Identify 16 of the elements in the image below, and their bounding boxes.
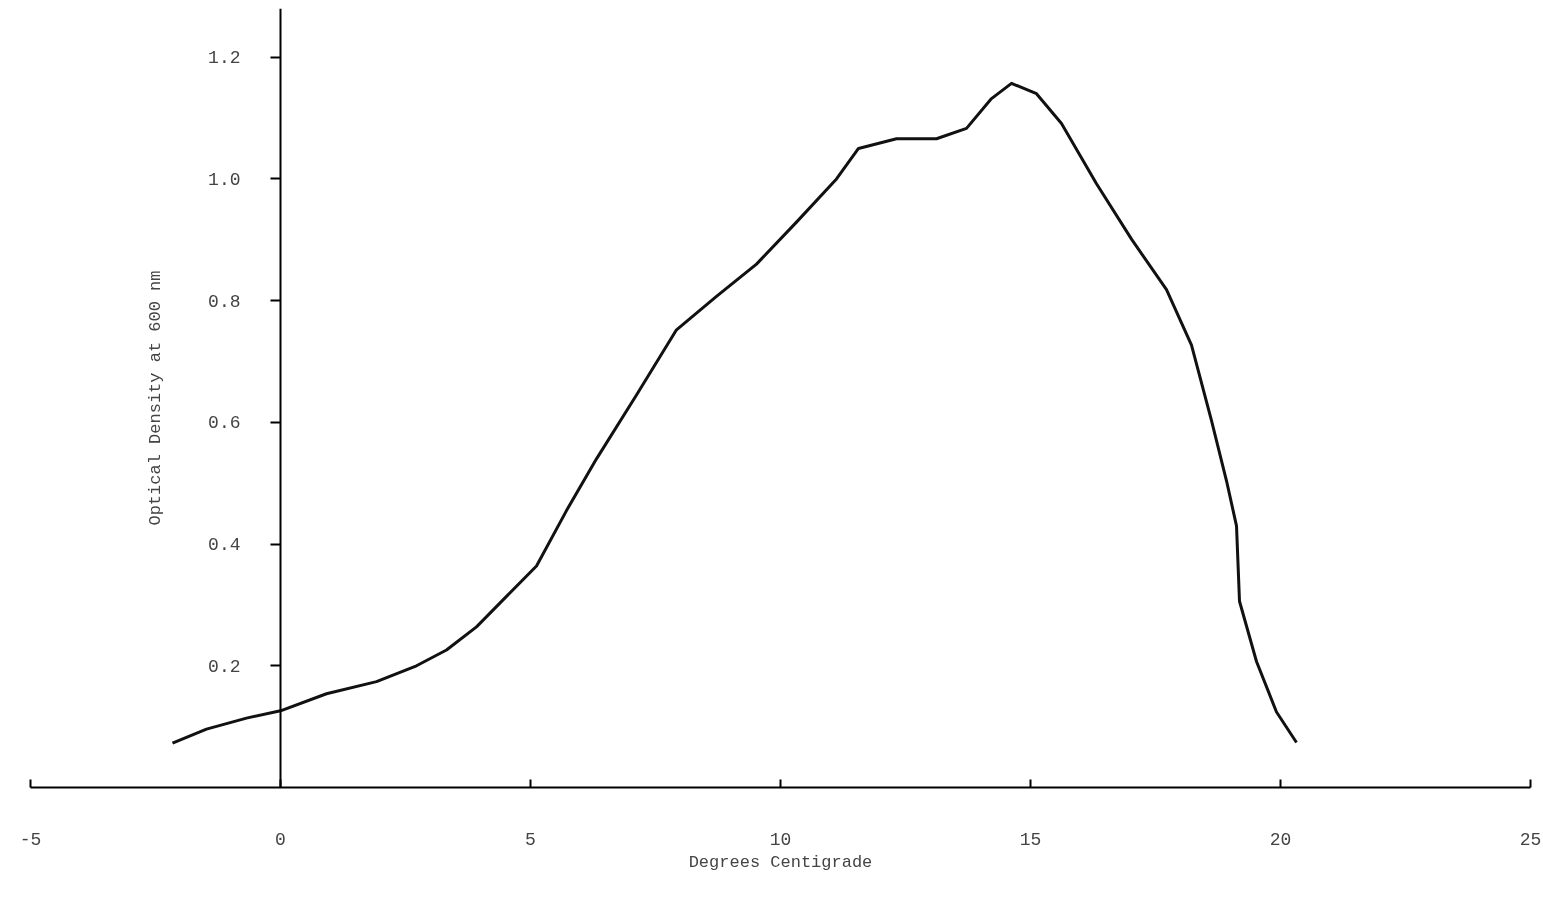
y-tick-label: 0.4 (208, 535, 241, 556)
x-tick-label: 5 (525, 829, 536, 850)
line-series (171, 81, 1298, 745)
x-axis-title: Degrees Centigrade (688, 852, 873, 872)
y-tick-label: 0.2 (208, 656, 241, 677)
x-tick-label: 15 (1019, 829, 1042, 850)
y-tick-label: 1.2 (208, 48, 241, 69)
y-tick-label: 1.0 (208, 169, 241, 190)
x-tick-label: 10 (769, 829, 792, 850)
x-tick-label: 0 (275, 829, 286, 850)
y-tick-label: 0.8 (208, 291, 241, 312)
x-tick-label: 20 (1269, 829, 1292, 850)
y-axis-title: Optical Density at 600 nm (146, 270, 166, 526)
x-tick-label: 25 (1519, 829, 1542, 850)
y-tick-label: 0.6 (208, 413, 241, 434)
x-tick-label: -5 (19, 829, 42, 850)
